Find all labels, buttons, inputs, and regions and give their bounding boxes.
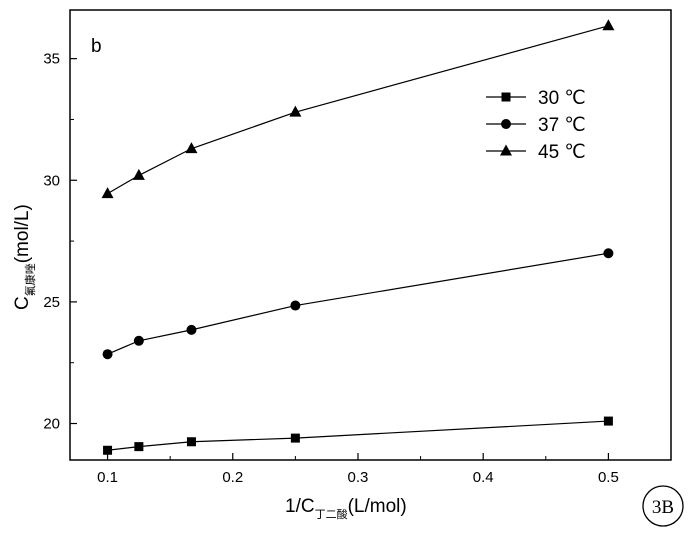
tick-labels: 0.1 0.2 0.3 0.4 0.5 20 25 30 35	[43, 51, 619, 486]
x-axis-title-sub: 丁二酸	[315, 507, 348, 521]
data-point	[103, 445, 113, 455]
legend-entry: 45 ℃	[486, 142, 586, 163]
data-point	[186, 437, 196, 447]
legend-marker	[501, 119, 511, 129]
series-line	[107, 25, 609, 195]
x-tick-label: 0.1	[97, 469, 118, 486]
figure-badge-text: 3B	[652, 497, 674, 518]
data-point	[101, 187, 114, 199]
data-point	[603, 416, 613, 426]
legend-marker	[501, 92, 511, 102]
legend-entry: 37 ℃	[486, 115, 586, 136]
x-axis-title-unit: (L/mol)	[348, 496, 407, 517]
series-line	[107, 420, 609, 451]
y-axis-title-unit: (mol/L)	[12, 204, 33, 263]
y-tick-label: 20	[43, 416, 60, 433]
data-point	[134, 442, 144, 452]
data-point	[185, 142, 198, 154]
data-point	[186, 324, 197, 335]
data-point	[102, 349, 113, 360]
data-point	[133, 335, 144, 346]
data-point	[602, 19, 615, 31]
x-axis-title: 1/C丁二酸(L/mol)	[285, 496, 407, 521]
y-axis-title: C氟康唑(mol/L)	[12, 204, 37, 310]
legend-label: 37 ℃	[538, 115, 586, 136]
panel-label: b	[91, 36, 102, 57]
legend-marker	[500, 144, 512, 156]
legend: 30 ℃ 37 ℃ 45 ℃	[486, 88, 586, 163]
series-triangle	[101, 19, 615, 199]
y-tick-label: 30	[43, 172, 60, 189]
axis-ticks	[70, 58, 672, 460]
plot-frame	[69, 9, 672, 461]
legend-label: 30 ℃	[538, 88, 586, 109]
series-line	[107, 252, 609, 355]
x-tick-label: 0.3	[348, 469, 369, 486]
x-tick-label: 0.5	[598, 469, 619, 486]
data-point	[289, 105, 302, 117]
figure-badge-circle	[642, 485, 684, 527]
x-tick-label: 0.2	[222, 469, 243, 486]
y-axis-title-main: C	[12, 296, 33, 310]
figure-badge: 3B	[642, 485, 684, 527]
legend-label: 45 ℃	[538, 142, 586, 163]
series-square	[103, 416, 613, 455]
y-tick-label: 35	[43, 51, 60, 68]
series-layer	[101, 19, 615, 455]
y-axis-title-sub: 氟康唑	[23, 263, 37, 296]
series-circle	[102, 248, 614, 360]
data-point	[290, 300, 301, 311]
data-point	[290, 433, 300, 443]
x-tick-label: 0.4	[473, 469, 494, 486]
legend-entry: 30 ℃	[486, 88, 586, 109]
x-axis-title-main: 1/C	[285, 496, 315, 517]
data-point	[132, 168, 145, 180]
y-tick-label: 25	[43, 294, 60, 311]
data-point	[603, 248, 614, 259]
